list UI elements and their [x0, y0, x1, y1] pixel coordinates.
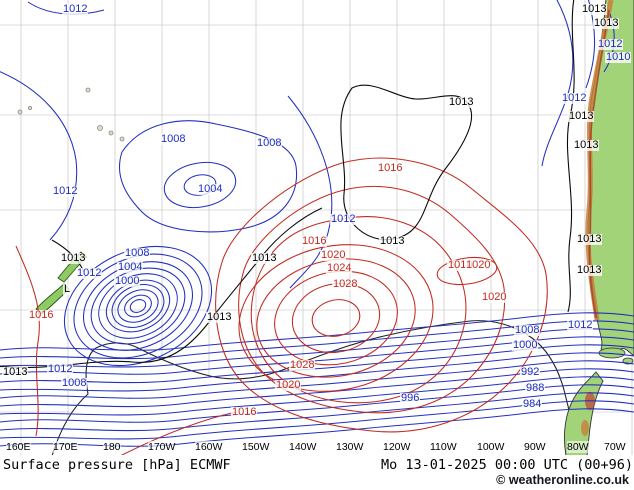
peninsula-terrain: [581, 420, 589, 436]
map-datetime: Mo 13-01-2025 00:00 UTC (00+96): [381, 457, 633, 473]
pacific-islands: [17, 87, 125, 142]
map-title: Surface pressure [hPa] ECMWF: [3, 457, 231, 473]
mid-low-rings: [163, 161, 237, 209]
isobars-high: [15, 157, 548, 455]
isobars-neutral: [0, 0, 575, 369]
andes-ridge: [588, 9, 610, 319]
new-zealand-south-island: [35, 283, 70, 315]
nz-low-rings: [63, 245, 213, 367]
landmasses: [17, 0, 634, 455]
pressure-map: [0, 0, 634, 455]
antarctica-coastline: [51, 320, 577, 455]
footer: Surface pressure [hPa] ECMWF Mo 13-01-20…: [0, 457, 633, 473]
copyright-notice: © weatheronline.co.uk: [496, 473, 629, 487]
